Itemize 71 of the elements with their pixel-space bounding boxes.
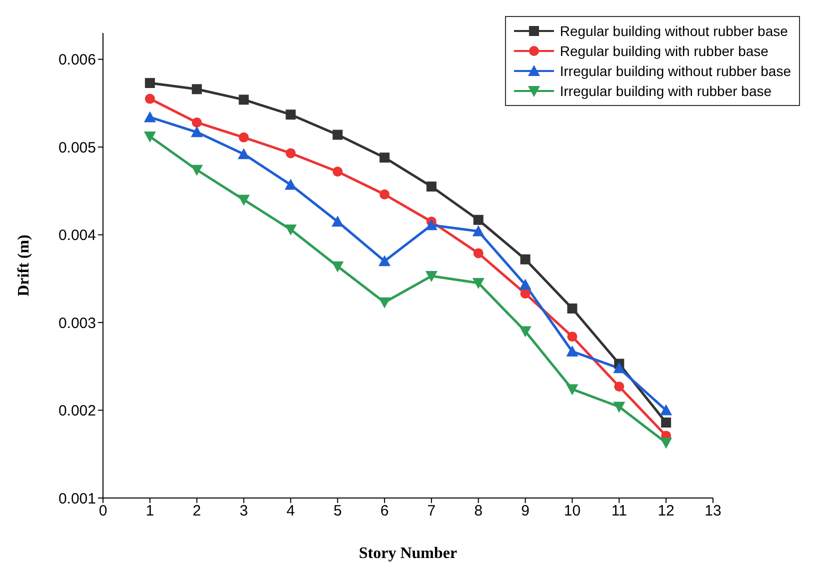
x-tick-label: 12	[658, 502, 674, 520]
point	[332, 166, 343, 177]
point	[238, 148, 250, 160]
point	[286, 148, 296, 158]
x-tick-label: 13	[704, 502, 722, 520]
x-tick-label: 0	[98, 502, 108, 520]
y-tick-label: 0.003	[58, 314, 96, 332]
point	[473, 214, 484, 225]
point	[238, 132, 249, 142]
point	[192, 117, 202, 128]
x-tick-label: 11	[611, 502, 627, 520]
point	[332, 261, 344, 272]
y-tick-label: 0.006	[58, 52, 96, 69]
point	[661, 418, 672, 428]
point	[520, 288, 530, 299]
x-tick-label: 5	[333, 502, 342, 520]
point	[286, 110, 296, 120]
point	[190, 126, 203, 138]
legend-label: Irregular building without rubber base	[560, 63, 791, 79]
point	[144, 78, 155, 88]
point	[520, 254, 530, 264]
x-tick-label: 6	[380, 502, 389, 520]
x-tick-label: 4	[286, 502, 295, 520]
x-axis-title: Story Number	[358, 545, 458, 562]
y-axis-title: Drift (m)	[16, 234, 33, 296]
y-tick-label: 0.005	[58, 139, 96, 156]
point	[566, 345, 578, 356]
x-tick-label: 7	[427, 502, 436, 520]
point	[567, 303, 578, 314]
y-tick-label: 0.002	[58, 402, 96, 420]
point	[613, 362, 626, 374]
point	[426, 182, 436, 192]
point	[473, 248, 484, 258]
point	[613, 402, 626, 413]
x-tick-label: 10	[564, 502, 581, 520]
point	[472, 225, 484, 236]
point	[614, 382, 624, 392]
y-tick-label: 0.001	[58, 490, 96, 508]
point	[425, 219, 438, 230]
point	[660, 438, 672, 449]
point	[567, 332, 578, 342]
point	[519, 278, 532, 290]
point	[144, 94, 155, 104]
point	[519, 326, 532, 338]
legend-label: Irregular building with rubber base	[560, 83, 772, 99]
point	[332, 216, 344, 227]
legend-label: Regular building without rubber base	[560, 23, 788, 39]
x-tick-label: 2	[192, 502, 202, 520]
x-tick-label: 8	[474, 502, 483, 520]
point	[472, 278, 484, 290]
x-tick-label: 3	[240, 502, 248, 520]
point	[425, 271, 438, 282]
point	[284, 178, 297, 190]
point	[144, 111, 156, 122]
point	[660, 404, 672, 416]
point	[190, 164, 203, 176]
point	[380, 189, 390, 200]
point	[238, 194, 250, 206]
point	[192, 84, 202, 94]
point	[284, 224, 297, 236]
point	[144, 132, 156, 143]
y-tick-label: 0.004	[58, 227, 96, 244]
point	[380, 152, 390, 163]
point	[332, 130, 343, 140]
point	[566, 384, 578, 396]
legend-label: Regular building with rubber base	[560, 43, 768, 59]
point	[378, 297, 391, 308]
x-tick-label: 1	[146, 502, 154, 520]
point	[238, 94, 249, 105]
point	[378, 255, 391, 266]
x-tick-label: 9	[521, 502, 530, 520]
